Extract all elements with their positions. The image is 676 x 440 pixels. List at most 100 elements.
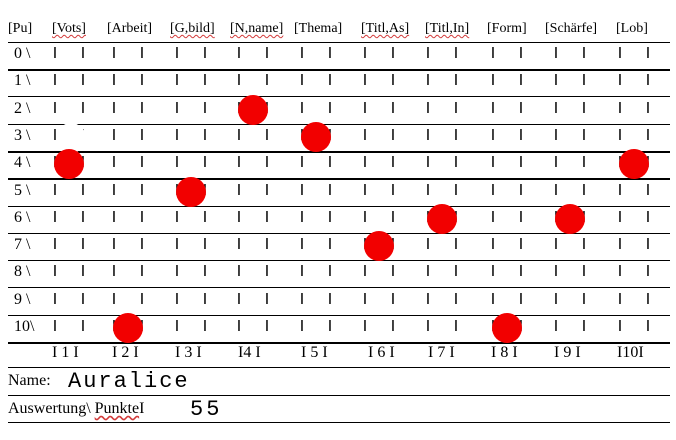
tick-mark: I [139, 182, 145, 199]
tick-mark: I [264, 182, 270, 199]
tick-mark: I [139, 209, 145, 226]
tick-mark: I [581, 291, 587, 308]
column-header-2: [Arbeit] [107, 21, 153, 36]
tick-mark: I [111, 182, 117, 199]
tick-mark: I [80, 45, 86, 62]
row-label-9: 9 \ [14, 291, 31, 308]
tick-mark: I [327, 72, 333, 89]
tick-mark: I [645, 291, 651, 308]
tick-mark: I [390, 72, 396, 89]
tick-mark: I [425, 263, 431, 280]
tick-mark: I [617, 209, 623, 226]
column-header-4: [N,name] [230, 21, 284, 36]
tick-mark: I [236, 291, 242, 308]
tick-mark: I [174, 263, 180, 280]
column-header-1: [Vots] [52, 21, 86, 36]
tick-mark: I [202, 127, 208, 144]
tick-mark: I [453, 236, 459, 253]
tick-mark: I [518, 291, 524, 308]
tick-mark: I [52, 100, 58, 117]
name-label: Name: [8, 372, 51, 389]
tick-mark: I [264, 318, 270, 335]
row-line-1 [8, 96, 670, 97]
rating-mark-1[interactable] [54, 149, 84, 179]
row-line-2 [8, 124, 670, 125]
tick-mark: I [139, 72, 145, 89]
tick-mark: I [80, 209, 86, 226]
tick-mark: I [111, 72, 117, 89]
tick-mark: I [518, 182, 524, 199]
column-header-0: [Pu] [8, 21, 33, 36]
tick-mark: I [362, 318, 368, 335]
tick-mark: I [645, 182, 651, 199]
tick-mark: I [362, 72, 368, 89]
column-number-3: I 3 I [175, 344, 202, 361]
tick-mark: I [52, 182, 58, 199]
tick-mark: I [236, 318, 242, 335]
tick-mark: I [645, 100, 651, 117]
tick-mark: I [264, 263, 270, 280]
tick-mark: I [174, 154, 180, 171]
tick-mark: I [390, 318, 396, 335]
tick-mark: I [362, 45, 368, 62]
row-line-8 [8, 287, 670, 288]
tick-mark: I [581, 72, 587, 89]
tick-mark: I [139, 236, 145, 253]
name-value: Auralice [68, 369, 190, 394]
tick-mark: I [202, 236, 208, 253]
tick-mark: I [264, 209, 270, 226]
tick-mark: I [490, 209, 496, 226]
tick-mark: I [327, 318, 333, 335]
tick-mark: I [518, 72, 524, 89]
tick-mark: I [174, 100, 180, 117]
tick-mark: I [617, 45, 623, 62]
tick-mark: I [581, 236, 587, 253]
tick-mark: I [645, 263, 651, 280]
rating-mark-6[interactable] [364, 231, 394, 261]
column-number-1: I 1 I [52, 344, 79, 361]
tick-mark: I [139, 263, 145, 280]
tick-mark: I [362, 263, 368, 280]
tick-mark: I [52, 263, 58, 280]
tick-mark: I [518, 209, 524, 226]
rating-mark-9[interactable] [555, 204, 585, 234]
rating-mark-2[interactable] [113, 313, 143, 343]
tick-mark: I [52, 72, 58, 89]
rating-mark-4[interactable] [238, 95, 268, 125]
tick-mark: I [490, 291, 496, 308]
tick-mark: I [202, 209, 208, 226]
tick-mark: I [299, 182, 305, 199]
tick-mark: I [553, 127, 559, 144]
tick-mark: I [80, 236, 86, 253]
rating-mark-3[interactable] [176, 177, 206, 207]
tick-mark: I [490, 45, 496, 62]
tick-mark: I [139, 100, 145, 117]
rating-mark-7[interactable] [427, 204, 457, 234]
tick-mark: I [264, 127, 270, 144]
tick-mark: I [425, 100, 431, 117]
row-label-0: 0 \ [14, 45, 31, 62]
tick-mark: I [327, 45, 333, 62]
rating-mark-5[interactable] [301, 122, 331, 152]
tick-mark: I [518, 127, 524, 144]
tick-mark: I [299, 263, 305, 280]
column-number-2: I 2 I [112, 344, 139, 361]
tick-mark: I [111, 127, 117, 144]
score-value: 55 [190, 397, 223, 422]
rating-mark-10[interactable] [619, 149, 649, 179]
tick-mark: I [202, 318, 208, 335]
tick-mark: I [236, 127, 242, 144]
tick-mark: I [617, 291, 623, 308]
tick-mark: I [299, 72, 305, 89]
row-line-0 [8, 69, 670, 71]
column-header-3: [G,bild] [170, 21, 215, 36]
row-line-7 [8, 260, 670, 261]
tick-mark: I [236, 263, 242, 280]
row-line-9 [8, 315, 670, 316]
header-line [8, 42, 670, 43]
rating-mark-8[interactable] [492, 313, 522, 343]
tick-mark: I [553, 318, 559, 335]
tick-mark: I [80, 100, 86, 117]
tick-mark: I [581, 182, 587, 199]
column-number-10: I10I [617, 344, 644, 361]
